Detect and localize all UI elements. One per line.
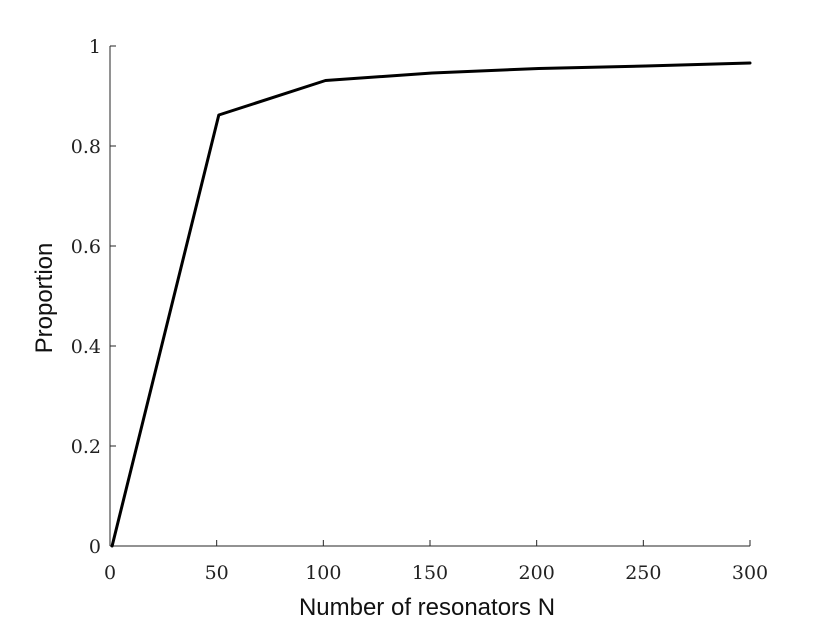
y-tick-label: 0 <box>89 536 101 558</box>
x-axis-title: Number of resonators N <box>299 594 555 621</box>
x-axis: 0 50 100 150 200 250 300 <box>104 540 768 584</box>
y-tick-label: 0.8 <box>71 136 101 158</box>
x-tick-label: 300 <box>732 562 768 584</box>
series-line-1 <box>110 61 752 548</box>
y-axis: 0 0.2 0.4 0.6 0.8 1 <box>71 36 116 558</box>
series-layer <box>110 61 752 548</box>
x-tick-label: 150 <box>412 562 448 584</box>
y-tick-label: 0.2 <box>71 436 101 458</box>
x-tick-label: 100 <box>305 562 341 584</box>
y-tick-label: 0.6 <box>71 236 101 258</box>
x-tick-label: 0 <box>104 562 116 584</box>
y-axis-title: Proportion <box>31 243 58 354</box>
x-tick-label: 200 <box>519 562 555 584</box>
y-tick-label: 0.4 <box>71 336 101 358</box>
x-tick-label: 250 <box>625 562 661 584</box>
x-tick-label: 50 <box>205 562 229 584</box>
y-tick-label: 1 <box>89 36 101 58</box>
